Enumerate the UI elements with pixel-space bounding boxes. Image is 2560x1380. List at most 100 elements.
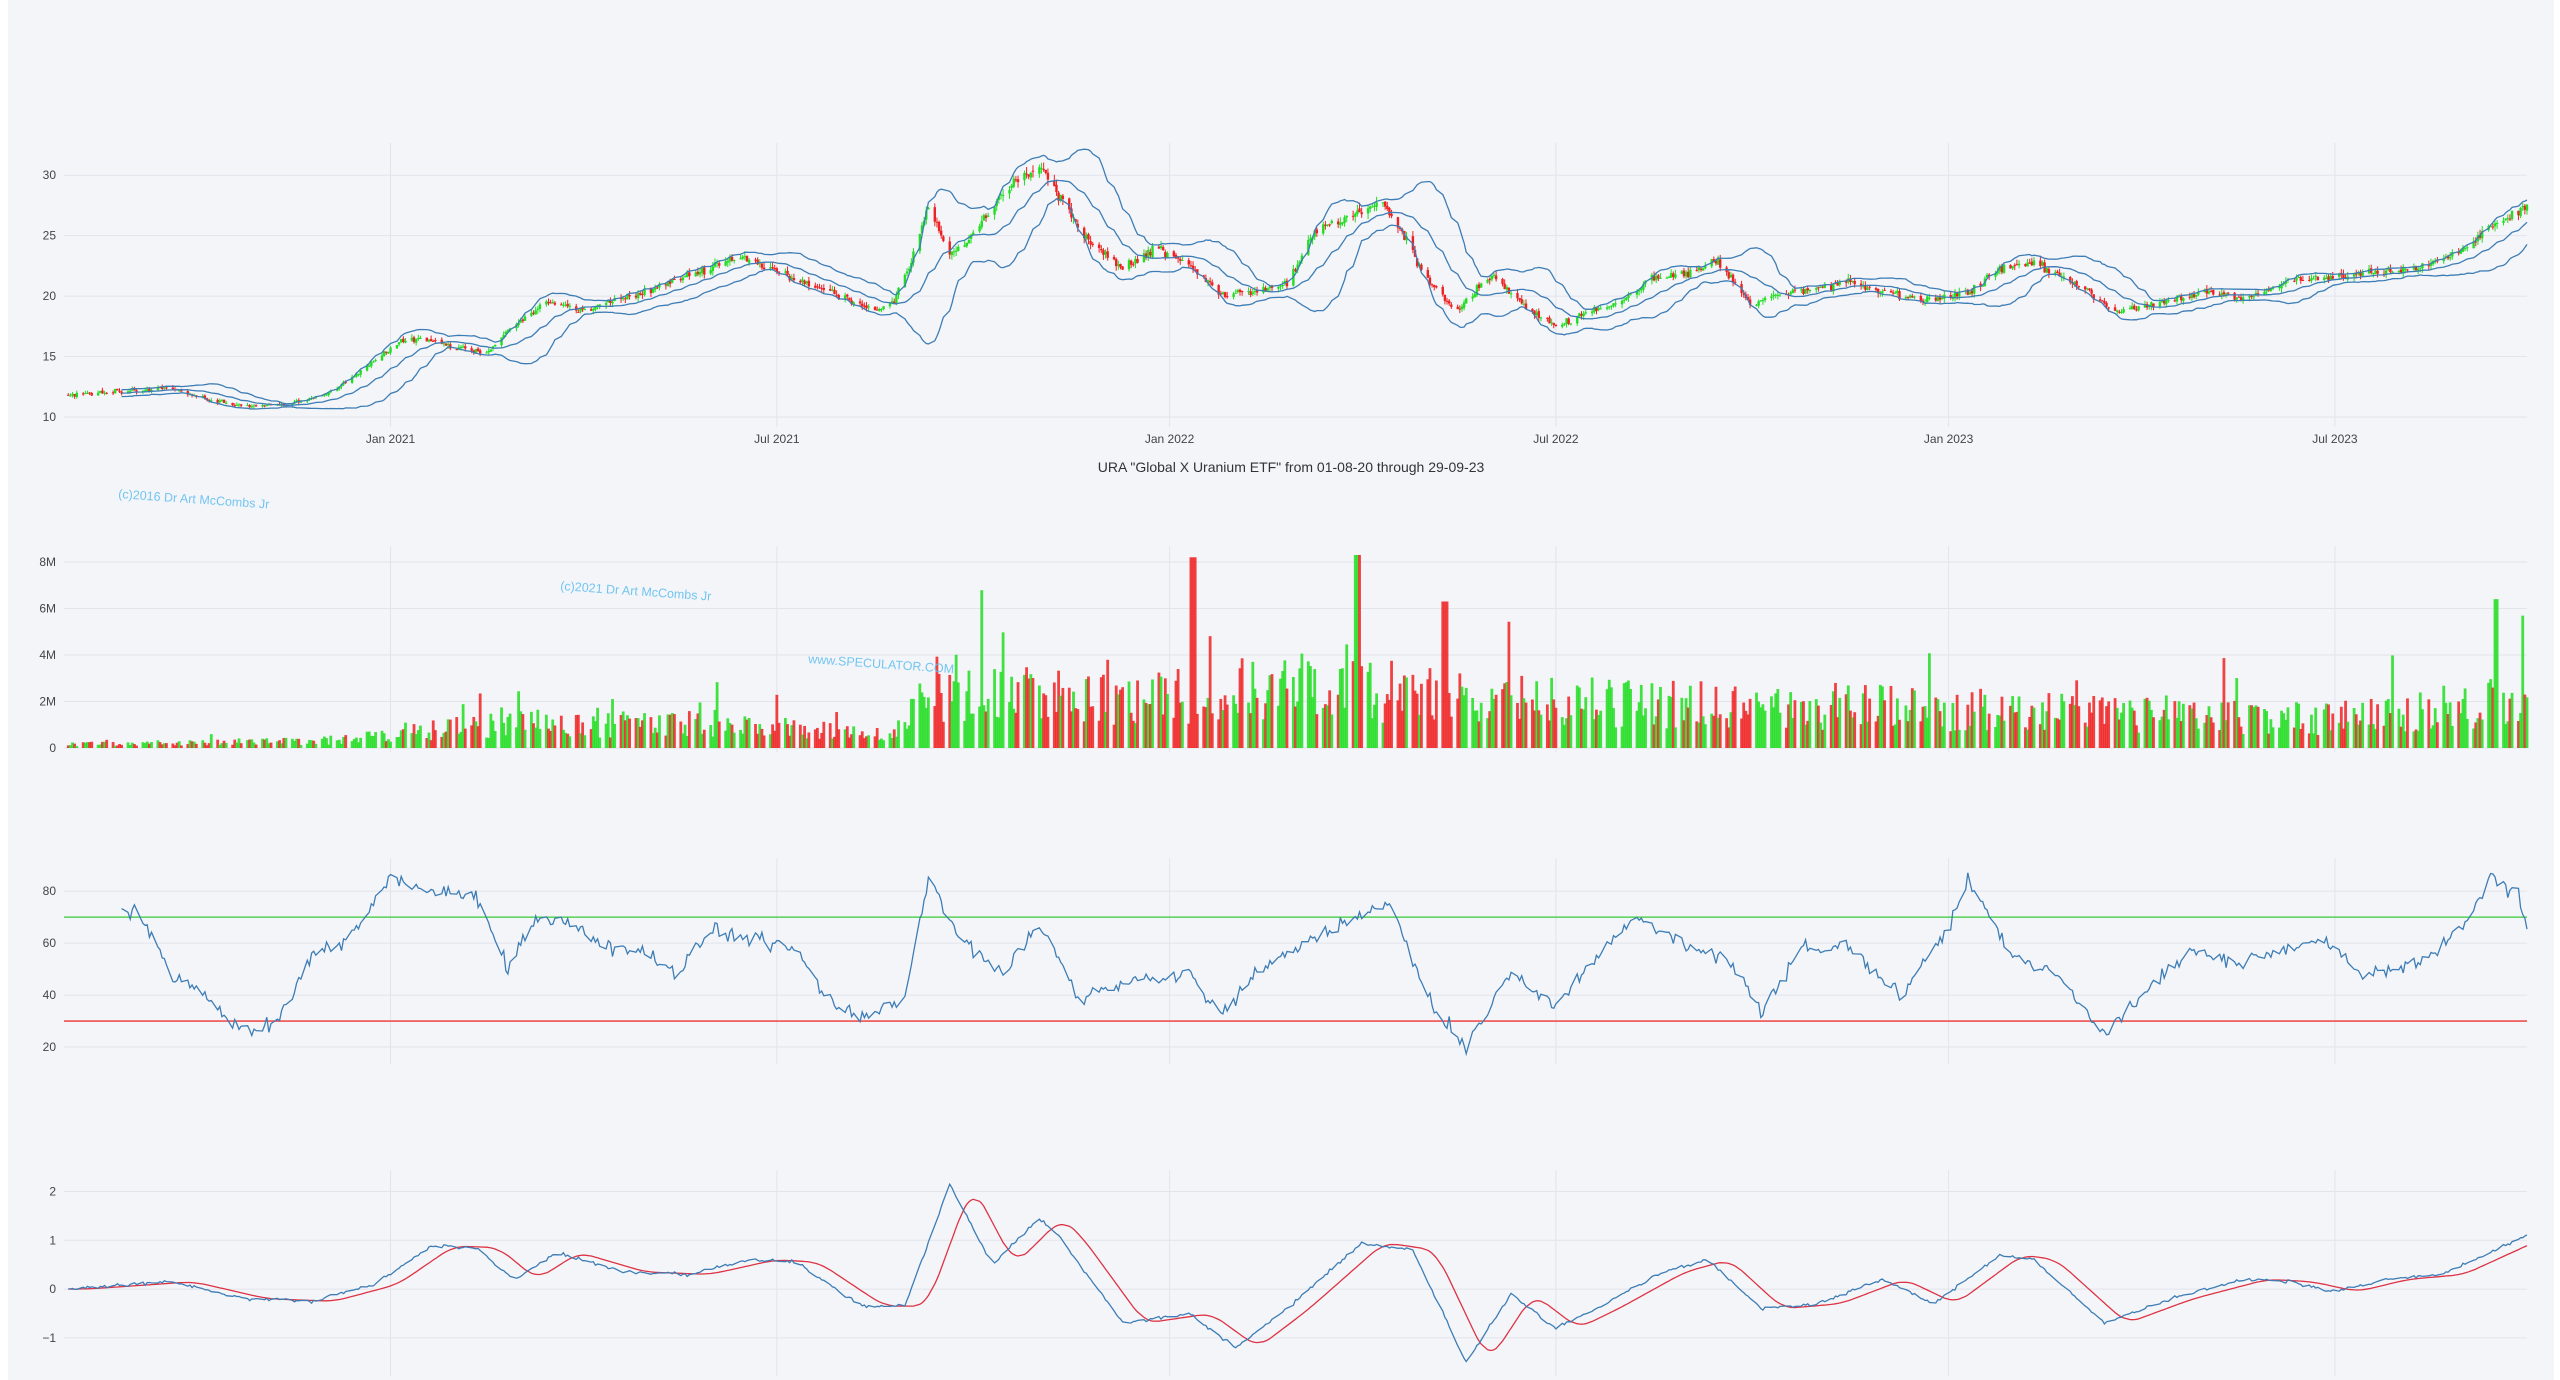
candle-down [2056,271,2059,273]
volume-bar [890,737,894,748]
volume-bar [2026,729,2029,748]
volume-bar [337,739,341,748]
candle-down [1211,282,1214,286]
watermark-1: (c)2016 Dr Art McCombs Jr [118,487,270,512]
volume-bar [1695,721,1699,748]
candle-up [2461,247,2465,252]
candle-down [1025,173,1028,175]
candle-up [2062,276,2066,278]
volume-y-tick-label: 0 [49,741,56,755]
volume-bar [2389,713,2392,748]
volume-bar [515,727,518,748]
candle-up [1281,285,1284,287]
volume-bar [493,731,497,748]
volume-bar [626,715,629,748]
volume-bar [463,728,467,748]
candle-up [1776,294,1780,296]
candle-up [1940,297,1944,299]
volume-bar [1151,679,1154,748]
volume-bar [1069,711,1073,748]
volume-bar [2107,701,2111,748]
volume-bar [1417,714,1421,748]
volume-bar [1345,644,1349,748]
volume-bar [877,739,881,748]
volume-bar [1951,702,1955,748]
volume-bar [666,714,670,748]
candle-down [1441,286,1444,295]
volume-bar [1029,674,1033,748]
volume-bar [1627,680,1630,748]
volume-bar [1458,673,1462,748]
candle-down [1844,281,1848,283]
macd-y-tick-label: 2 [49,1185,56,1199]
candle-up [579,308,582,312]
volume-bar [2406,698,2409,748]
candle-down [165,387,168,389]
volume-bar [88,742,92,748]
candle-down [180,390,183,392]
candle-down [628,295,631,297]
volume-bar [2367,724,2371,748]
volume-bar [2359,720,2362,748]
volume-bar [276,741,279,748]
candle-up [1309,238,1312,241]
candle-up [419,337,422,339]
volume-bar [544,714,548,748]
candle-down [1821,286,1824,288]
chart-figure: 10 15 20 25 30 0 2M 4M 6M 8M 20 40 60 80 −1 0 1 2 Jan … [8,0,2554,1380]
volume-bar [1330,714,1334,748]
volume-bar [1059,695,1063,748]
candle-down [2101,300,2104,302]
volume-bar [2263,709,2266,748]
candle-down [649,287,653,294]
volume-bar [549,730,553,748]
volume-bar [1061,687,1065,748]
volume-bar [1001,632,1005,748]
candle-up [2045,268,2048,273]
volume-bar [2028,716,2032,748]
volume-bar [801,734,804,748]
volume-bar [1942,702,1946,748]
volume-bar [2342,728,2345,748]
volume-bar [848,737,851,748]
volume-bar [429,740,433,748]
volume-bar [2058,719,2061,748]
candle-up [1789,292,1792,295]
volume-bar [912,698,915,748]
volume-bar [1778,712,1782,748]
candle-up [1627,294,1630,299]
candle-up [325,394,328,396]
candle-down [440,339,443,344]
volume-bar [2369,698,2373,748]
volume-bar [1972,711,1976,748]
candle-down [2212,289,2215,295]
volume-bar [312,740,316,748]
volume-bar [952,681,956,748]
candle-up [1597,308,1600,310]
volume-bar [882,740,885,748]
volume-bar [2062,701,2066,748]
candle-up [969,234,973,239]
volume-bar [2002,720,2006,748]
volume-bar [1560,717,1564,748]
candle-down [1294,269,1297,271]
volume-bar [2070,696,2074,748]
candle-down [2135,309,2138,311]
volume-bar [835,712,839,748]
volume-bar [1375,693,1379,748]
candle-up [1620,300,1624,305]
volume-bar [491,720,495,748]
volume-bar [2474,722,2478,748]
candle-up [365,365,369,371]
macd-y-tick-label: 1 [49,1233,56,1247]
volume-bar [1808,701,1812,748]
volume-bar [954,654,958,748]
candle-up [2372,272,2375,275]
candle-down [1876,288,1880,294]
volume-bar [1823,714,1827,748]
volume-bar [1688,685,1692,748]
candle-down [1179,259,1182,261]
candle-up [2519,207,2522,217]
volume-bar [128,744,132,748]
candle-up [536,308,540,310]
